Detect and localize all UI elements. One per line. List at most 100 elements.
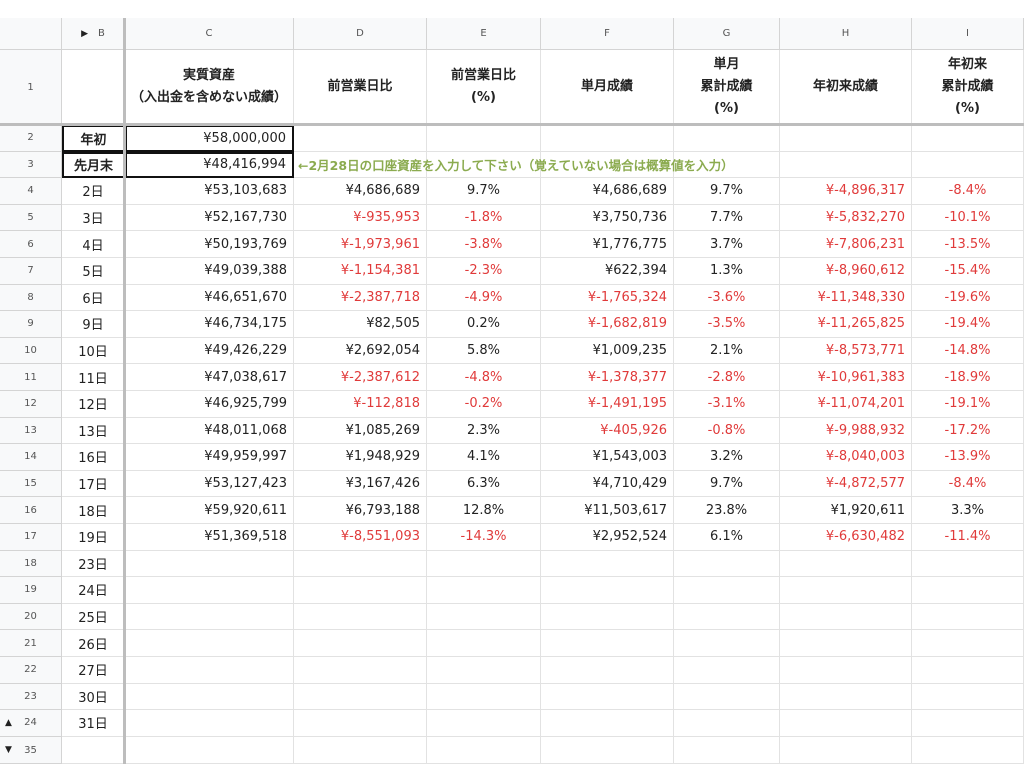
value-cell[interactable]	[674, 657, 780, 684]
label-cell[interactable]: 10日	[62, 337, 125, 365]
value-cell[interactable]: ¥-1,154,381	[294, 258, 427, 285]
value-cell[interactable]: ¥11,503,617	[541, 497, 674, 524]
value-cell[interactable]: -2.8%	[674, 364, 780, 391]
value-cell[interactable]	[294, 577, 427, 604]
value-cell[interactable]	[294, 683, 427, 711]
value-cell[interactable]	[912, 683, 1024, 711]
value-cell[interactable]: ¥4,710,429	[541, 470, 674, 498]
label-cell[interactable]: 27日	[62, 657, 125, 684]
value-cell[interactable]: 3.7%	[674, 231, 780, 258]
value-cell[interactable]: -0.8%	[674, 417, 780, 445]
value-cell[interactable]: ¥-11,074,201	[780, 391, 912, 418]
value-cell[interactable]: ¥-8,573,771	[780, 337, 912, 365]
value-cell[interactable]	[125, 550, 294, 578]
header-cell[interactable]: 実質資産 （入出金を含めない成績）	[125, 50, 294, 125]
label-cell[interactable]: 9日	[62, 311, 125, 338]
column-header[interactable]: ▶ B	[62, 18, 125, 50]
value-cell[interactable]: ¥-1,378,377	[541, 364, 674, 391]
value-cell[interactable]: ¥49,959,997	[125, 444, 294, 471]
label-cell[interactable]: 30日	[62, 683, 125, 711]
value-cell[interactable]	[912, 710, 1024, 737]
value-cell[interactable]: -2.3%	[427, 258, 541, 285]
row-header[interactable]: 18	[0, 550, 62, 578]
value-cell[interactable]: 1.3%	[674, 258, 780, 285]
value-cell[interactable]: ¥58,000,000	[125, 125, 294, 152]
row-header[interactable]: 23	[0, 683, 62, 711]
value-cell[interactable]	[125, 657, 294, 684]
row-header[interactable]: 11	[0, 364, 62, 391]
value-cell[interactable]: 9.7%	[427, 178, 541, 205]
row-header[interactable]: 15	[0, 470, 62, 498]
value-cell[interactable]	[780, 710, 912, 737]
column-header[interactable]: E	[427, 18, 541, 50]
value-cell[interactable]	[780, 125, 912, 152]
header-cell[interactable]: 単月 累計成績 (%)	[674, 50, 780, 125]
label-cell[interactable]: 16日	[62, 444, 125, 471]
header-cell[interactable]: 単月成績	[541, 50, 674, 125]
value-cell[interactable]	[541, 630, 674, 657]
value-cell[interactable]	[427, 125, 541, 152]
value-cell[interactable]: -1.8%	[427, 204, 541, 232]
value-cell[interactable]	[674, 710, 780, 737]
value-cell[interactable]	[427, 630, 541, 657]
row-header[interactable]: 22	[0, 657, 62, 684]
value-cell[interactable]: ¥-1,973,961	[294, 231, 427, 258]
value-cell[interactable]: -17.2%	[912, 417, 1024, 445]
value-cell[interactable]: ¥59,920,611	[125, 497, 294, 524]
value-cell[interactable]: ¥622,394	[541, 258, 674, 285]
value-cell[interactable]	[674, 737, 780, 764]
value-cell[interactable]	[674, 151, 780, 179]
row-header[interactable]: 2	[0, 125, 62, 152]
value-cell[interactable]: ¥-7,806,231	[780, 231, 912, 258]
value-cell[interactable]	[674, 550, 780, 578]
value-cell[interactable]	[674, 603, 780, 631]
column-header[interactable]: I	[912, 18, 1024, 50]
row-header[interactable]: 3	[0, 151, 62, 179]
value-cell[interactable]: -8.4%	[912, 178, 1024, 205]
row-header[interactable]: 14	[0, 444, 62, 471]
value-cell[interactable]: 3.2%	[674, 444, 780, 471]
value-cell[interactable]: ¥-935,953	[294, 204, 427, 232]
value-cell[interactable]: ¥4,686,689	[541, 178, 674, 205]
value-cell[interactable]: ¥6,793,188	[294, 497, 427, 524]
header-cell[interactable]: 前営業日比 (%)	[427, 50, 541, 125]
value-cell[interactable]: -13.9%	[912, 444, 1024, 471]
value-cell[interactable]	[125, 737, 294, 764]
value-cell[interactable]	[125, 683, 294, 711]
label-cell[interactable]: 12日	[62, 391, 125, 418]
value-cell[interactable]	[125, 603, 294, 631]
value-cell[interactable]	[541, 737, 674, 764]
value-cell[interactable]	[780, 683, 912, 711]
value-cell[interactable]: ¥3,167,426	[294, 470, 427, 498]
label-cell[interactable]: 6日	[62, 284, 125, 312]
value-cell[interactable]	[541, 603, 674, 631]
header-cell[interactable]: 年初来成績	[780, 50, 912, 125]
value-cell[interactable]	[674, 125, 780, 152]
label-cell[interactable]: 4日	[62, 231, 125, 258]
value-cell[interactable]: -14.3%	[427, 524, 541, 551]
value-cell[interactable]: 3.3%	[912, 497, 1024, 524]
value-cell[interactable]	[780, 603, 912, 631]
value-cell[interactable]	[541, 577, 674, 604]
value-cell[interactable]: ¥51,369,518	[125, 524, 294, 551]
row-header[interactable]: 1	[0, 50, 62, 125]
value-cell[interactable]: ¥1,085,269	[294, 417, 427, 445]
value-cell[interactable]	[912, 630, 1024, 657]
column-header[interactable]: D	[294, 18, 427, 50]
value-cell[interactable]	[294, 550, 427, 578]
value-cell[interactable]: 9.7%	[674, 178, 780, 205]
row-header[interactable]: 6	[0, 231, 62, 258]
value-cell[interactable]	[427, 550, 541, 578]
value-cell[interactable]: -14.8%	[912, 337, 1024, 365]
column-header[interactable]: C	[125, 18, 294, 50]
header-cell[interactable]: 年初来 累計成績 (%)	[912, 50, 1024, 125]
value-cell[interactable]: ¥-11,348,330	[780, 284, 912, 312]
value-cell[interactable]	[427, 657, 541, 684]
value-cell[interactable]	[427, 683, 541, 711]
value-cell[interactable]: ¥-2,387,612	[294, 364, 427, 391]
value-cell[interactable]: ¥49,426,229	[125, 337, 294, 365]
value-cell[interactable]: 0.2%	[427, 311, 541, 338]
value-cell[interactable]: ←2月28日の口座資産を入力して下さい（覚えていない場合は概算値を入力）	[294, 151, 734, 179]
value-cell[interactable]	[427, 151, 541, 179]
value-cell[interactable]	[912, 603, 1024, 631]
